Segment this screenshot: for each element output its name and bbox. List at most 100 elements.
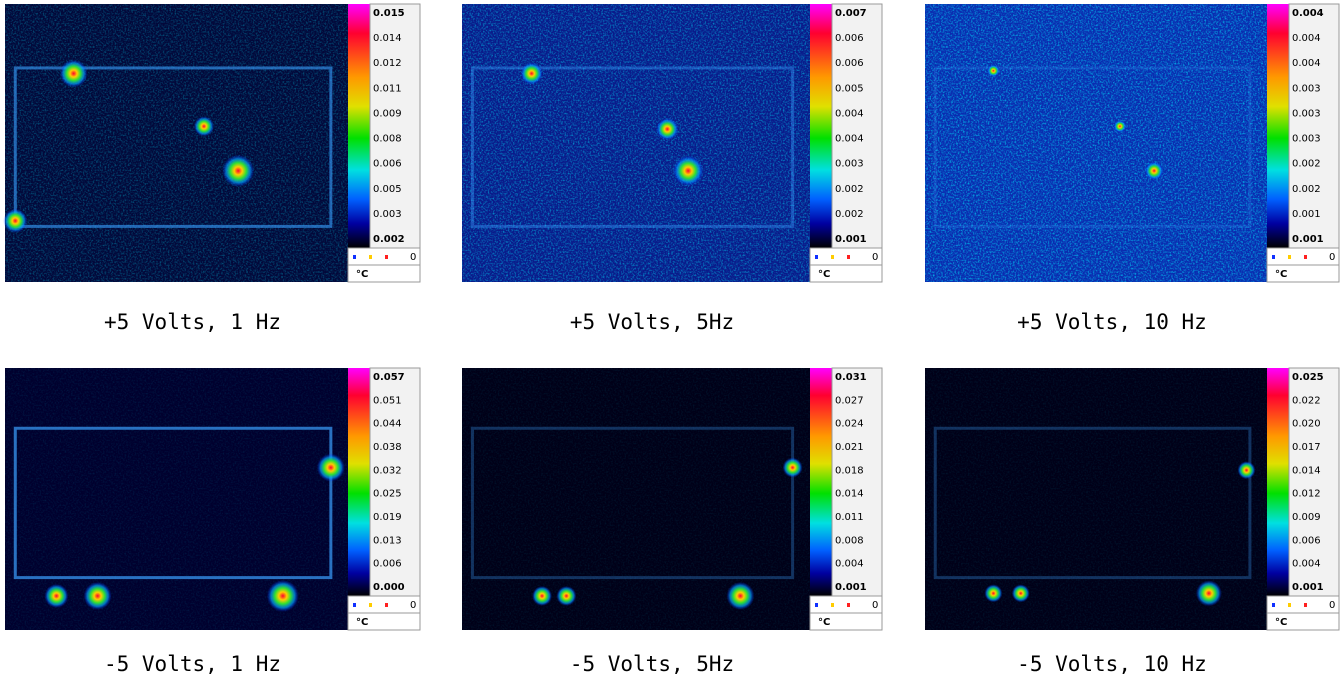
hot-spot	[984, 584, 1003, 603]
thermal-panel: 0.025 0.022 0.020 0.017 0.014 0.012 0.009 0.006…	[925, 367, 1340, 676]
caption: +5 Volts, 5Hz	[570, 310, 734, 334]
scale-label: 0.011	[373, 83, 402, 94]
hot-spot	[1195, 580, 1222, 607]
colorbar	[810, 4, 832, 248]
legend-marker	[385, 603, 388, 607]
specimen-outline	[13, 66, 333, 228]
caption: -5 Volts, 1 Hz	[104, 652, 281, 676]
scale-label: 0.012	[1292, 489, 1321, 500]
scale-label: 0.001	[835, 582, 867, 593]
scale-label: 0.032	[373, 465, 402, 476]
scale-label: 0.027	[835, 395, 864, 406]
scale-label: 0.024	[835, 419, 864, 430]
scale-label: 0.004	[1292, 33, 1321, 44]
legend-value: 0	[1329, 600, 1335, 611]
scale-label: 0.000	[373, 582, 405, 593]
scale-label: 0.006	[835, 58, 864, 69]
unit-label: °C	[818, 617, 830, 628]
scale-label: 0.001	[1292, 234, 1324, 245]
unit-label: °C	[1275, 617, 1287, 628]
hot-spot	[520, 62, 543, 85]
legend-value: 0	[872, 600, 878, 611]
scale-label: 0.004	[835, 559, 864, 570]
scale-label: 0.038	[373, 442, 402, 453]
legend-marker	[831, 255, 834, 259]
thermal-panel: 0.004 0.004 0.004 0.003 0.003 0.003 0.002 0.002…	[925, 3, 1340, 334]
hot-spot	[1113, 120, 1126, 133]
hot-spot	[726, 581, 755, 610]
scale-label: 0.025	[1292, 372, 1324, 383]
scale-label: 0.004	[835, 108, 864, 119]
scale-label: 0.004	[1292, 8, 1324, 19]
hot-spot	[532, 585, 553, 606]
image-noise	[5, 4, 348, 282]
scale-label: 0.008	[835, 535, 864, 546]
scale-label: 0.019	[373, 512, 402, 523]
colorbar	[348, 4, 370, 248]
scale-label: 0.013	[373, 535, 402, 546]
scale-label: 0.014	[373, 33, 402, 44]
unit-label: °C	[1275, 269, 1287, 280]
legend-marker	[353, 603, 356, 607]
unit-box	[1266, 264, 1340, 283]
caption: +5 Volts, 10 Hz	[1017, 310, 1207, 334]
hot-spot	[193, 116, 214, 137]
legend-marker	[815, 255, 818, 259]
caption: +5 Volts, 1 Hz	[104, 310, 281, 334]
hot-spot	[656, 118, 679, 141]
hot-spot	[222, 154, 255, 187]
thermal-panel: 0.031 0.027 0.024 0.021 0.018 0.014 0.011 0.008…	[462, 367, 883, 676]
legend-marker	[353, 255, 356, 259]
caption: -5 Volts, 5Hz	[570, 652, 734, 676]
scale-label: 0.022	[1292, 395, 1321, 406]
unit-label: °C	[818, 269, 830, 280]
caption: -5 Volts, 10 Hz	[1017, 652, 1207, 676]
legend-marker	[815, 603, 818, 607]
image-noise	[462, 4, 810, 282]
scale-label: 0.005	[373, 184, 402, 195]
hot-spot	[1237, 461, 1256, 480]
legend-value: 0	[872, 252, 878, 263]
legend-value: 0	[1329, 252, 1335, 263]
scale-label: 0.002	[835, 209, 864, 220]
legend-marker	[1304, 255, 1307, 259]
specimen-outline	[470, 66, 795, 228]
legend-marker	[847, 255, 850, 259]
legend-marker	[369, 255, 372, 259]
unit-label: °C	[356, 269, 368, 280]
hot-spot	[3, 208, 28, 233]
scale-label: 0.006	[835, 33, 864, 44]
scale-label: 0.051	[373, 395, 402, 406]
scale-label: 0.001	[1292, 209, 1321, 220]
hot-spot	[316, 453, 345, 482]
scale-label: 0.003	[373, 209, 402, 220]
hot-spot	[556, 585, 577, 606]
hot-spot	[266, 579, 299, 612]
colorbar-labels-box	[1288, 367, 1340, 597]
specimen-outline	[470, 426, 795, 580]
hot-spot	[44, 583, 69, 608]
legend-value: 0	[410, 600, 416, 611]
scale-label: 0.004	[1292, 58, 1321, 69]
colorbar	[348, 368, 370, 596]
scale-label: 0.002	[835, 184, 864, 195]
scale-label: 0.004	[835, 134, 864, 145]
scale-label: 0.003	[835, 159, 864, 170]
scale-label: 0.031	[835, 372, 867, 383]
legend-marker	[1272, 603, 1275, 607]
scale-label: 0.020	[1292, 419, 1321, 430]
scale-label: 0.025	[373, 489, 402, 500]
unit-box	[347, 264, 421, 283]
scale-label: 0.006	[1292, 535, 1321, 546]
colorbar	[1267, 4, 1289, 248]
unit-box	[347, 612, 421, 631]
unit-label: °C	[356, 617, 368, 628]
scale-label: 0.009	[1292, 512, 1321, 523]
scale-label: 0.006	[373, 159, 402, 170]
scale-label: 0.011	[835, 512, 864, 523]
legend-marker	[1288, 255, 1291, 259]
unit-box	[1266, 612, 1340, 631]
hot-spot	[987, 64, 1000, 77]
scale-label: 0.044	[373, 419, 402, 430]
